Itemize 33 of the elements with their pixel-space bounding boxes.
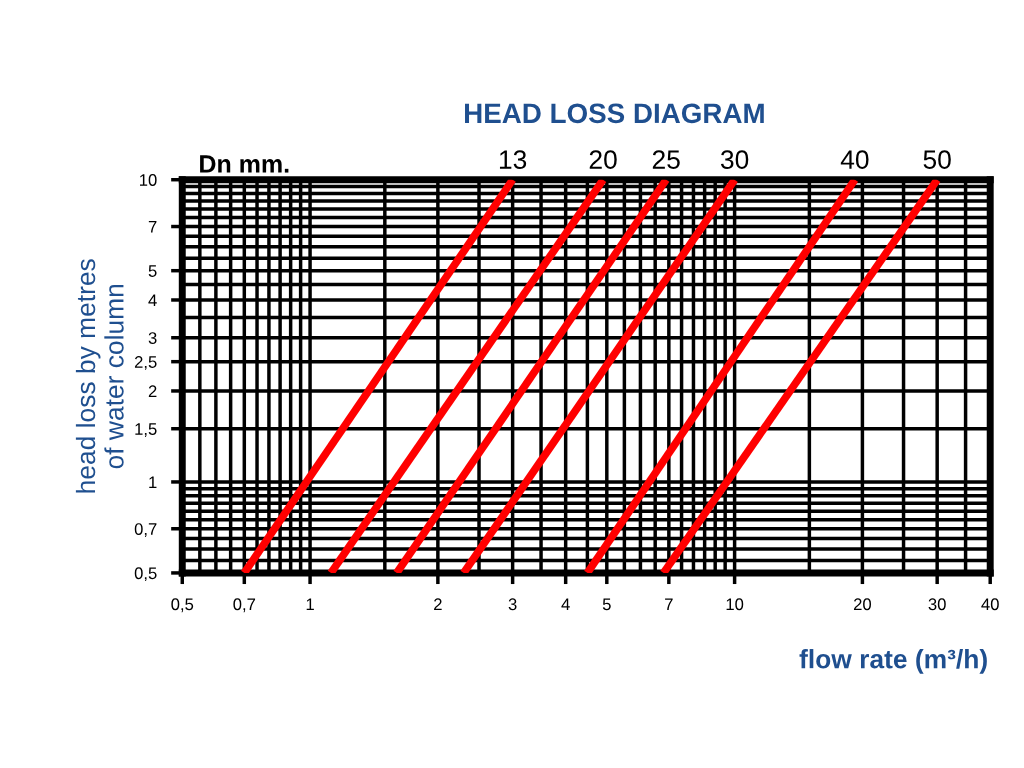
x-tick-label: 0,7 <box>233 598 256 613</box>
y-tick-label: 1,5 <box>135 423 157 437</box>
y-axis-title: head loss by metres of water column <box>75 259 124 493</box>
x-tick-label: 0,5 <box>171 598 194 613</box>
series-label: 13 <box>499 150 527 169</box>
x-tick-label: 40 <box>981 598 999 611</box>
x-tick-label: 20 <box>853 598 872 611</box>
y-tick-label: 0,7 <box>134 523 157 537</box>
series-label: 40 <box>840 150 869 169</box>
x-tick-label: 30 <box>928 598 946 611</box>
x-tick-label: 1 <box>306 598 314 611</box>
x-axis-title: flow rate (m³/h) <box>799 649 987 674</box>
y-tick-label: 7 <box>148 221 157 233</box>
x-tick-label: 7 <box>665 598 673 611</box>
x-tick-label: 5 <box>602 598 611 611</box>
y-tick-label: 2 <box>148 385 157 397</box>
y-tick-label: 2,5 <box>134 356 157 370</box>
y-tick-label: 3 <box>148 332 157 344</box>
y-tick-label: 1 <box>149 476 157 488</box>
x-tick-label: 4 <box>561 598 570 611</box>
series-label: 50 <box>923 150 951 169</box>
chart-title: HEAD LOSS DIAGRAM <box>465 103 764 124</box>
series-label: 30 <box>720 150 749 169</box>
x-tick-label: 2 <box>434 598 442 611</box>
legend-title: Dn mm. <box>200 155 289 173</box>
y-tick-label: 5 <box>148 265 157 277</box>
y-tick-label: 10 <box>140 174 157 186</box>
x-tick-label: 3 <box>508 598 517 611</box>
x-tick-label: 10 <box>726 598 744 611</box>
series-label: 25 <box>652 150 680 169</box>
y-tick-label: 0,5 <box>134 567 157 582</box>
series-label: 20 <box>589 150 617 169</box>
y-tick-label: 4 <box>148 294 157 307</box>
